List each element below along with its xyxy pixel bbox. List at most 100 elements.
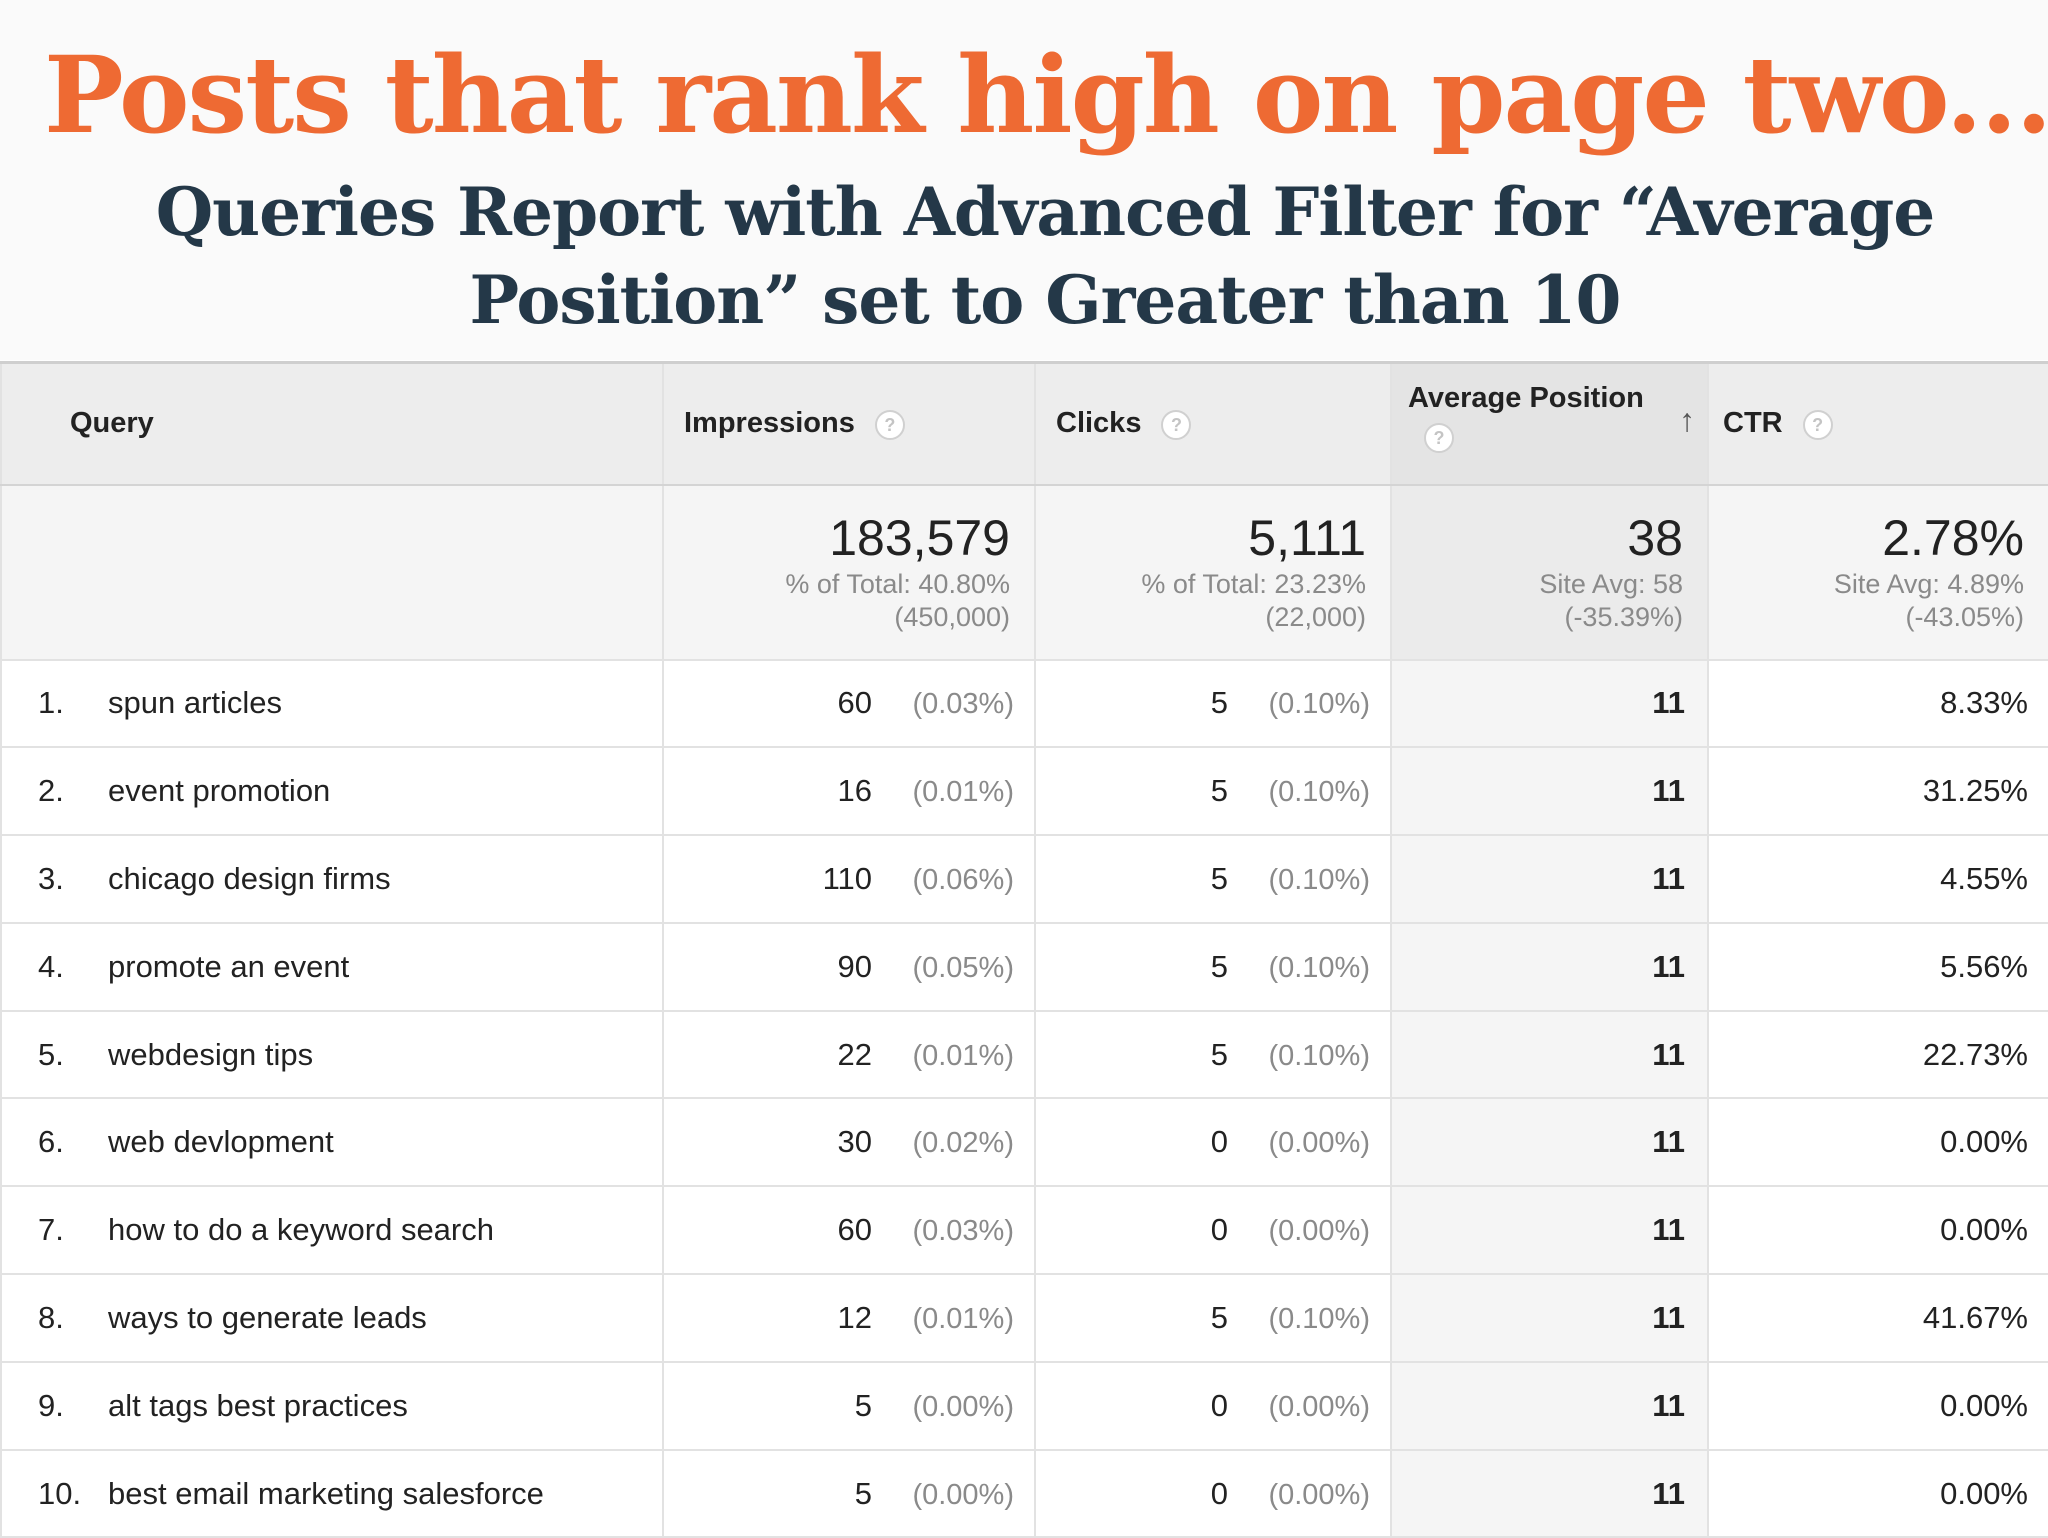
summary-clicks: 5,111 % of Total: 23.23% (22,000) [1034, 483, 1392, 661]
query-cell: 1. spun articles [0, 658, 664, 749]
impressions-value: 12 [837, 1299, 872, 1335]
clicks-cell: 0 (0.00%) [1034, 1360, 1392, 1451]
column-header-average-position[interactable]: Average Position? ↑ [1390, 361, 1709, 486]
column-header-impressions[interactable]: Impressions? [662, 361, 1036, 486]
table-row[interactable]: 3. chicago design firms 110 (0.06%) 5 (0.10%)… [0, 834, 2048, 924]
clicks-value: 5 [1210, 773, 1228, 809]
row-number-wrap: 6. [2, 1124, 108, 1160]
row-number: 1. [38, 685, 64, 721]
table-row[interactable]: 7. how to do a keyword search 60 (0.03%) 0 (0… [0, 1185, 2048, 1276]
sort-ascending-arrow-icon[interactable]: ↑ [1679, 402, 1695, 438]
query-link[interactable]: spun articles [108, 685, 283, 721]
impressions-value: 60 [837, 685, 872, 721]
query-link[interactable]: how to do a keyword search [108, 1212, 494, 1248]
slide-header: Posts that rank high on page two... Quer… [0, 0, 2048, 360]
average-position-value: 11 [1652, 1212, 1685, 1248]
ctr-value: 0.00% [1940, 1475, 2028, 1511]
impressions-value: 5 [854, 1387, 872, 1423]
query-link[interactable]: event promotion [108, 773, 331, 809]
ctr-cell: 0.00% [1707, 1360, 2048, 1451]
summary-impressions-percent-of-total: % of Total: 40.80% [785, 568, 1010, 599]
impressions-cell: 5 (0.00%) [662, 1360, 1036, 1451]
row-number: 6. [38, 1124, 64, 1160]
impressions-value: 60 [837, 1212, 872, 1248]
query-link[interactable]: web devlopment [108, 1124, 334, 1160]
table-row[interactable]: 6. web devlopment 30 (0.02%) 0 (0.00%) 11 0.00% [0, 1097, 2048, 1188]
query-link[interactable]: webdesign tips [108, 1036, 314, 1072]
clicks-percent: (0.10%) [1268, 688, 1370, 721]
help-icon[interactable]: ? [1802, 409, 1833, 440]
help-icon[interactable]: ? [874, 409, 905, 440]
column-header-clicks[interactable]: Clicks? [1034, 361, 1392, 486]
clicks-cell: 0 (0.00%) [1034, 1448, 1392, 1538]
summary-ctr-value: 2.78% [1882, 509, 2024, 566]
column-header-query-label: Query [70, 407, 154, 440]
ctr-value: 0.00% [1940, 1212, 2028, 1248]
impressions-percent: (0.06%) [912, 863, 1014, 896]
average-position-value: 11 [1652, 1475, 1685, 1511]
help-icon[interactable]: ? [1424, 423, 1454, 453]
ctr-cell: 31.25% [1707, 746, 2048, 837]
clicks-value: 0 [1210, 1124, 1228, 1160]
row-number-wrap: 7. [2, 1212, 108, 1248]
slide-title: Posts that rank high on page two... [44, 32, 2048, 157]
impressions-cell: 22 (0.01%) [662, 1009, 1036, 1100]
query-cell: 8. ways to generate leads [0, 1273, 664, 1363]
table-row[interactable]: 1. spun articles 60 (0.03%) 5 (0.10%) 11 8.33% [0, 658, 2048, 749]
ctr-value: 41.67% [1922, 1299, 2028, 1335]
table-row[interactable]: 9. alt tags best practices 5 (0.00%) 0 (0.00%… [0, 1360, 2048, 1451]
ctr-value: 8.33% [1940, 685, 2028, 721]
clicks-value: 5 [1210, 685, 1228, 721]
ctr-value: 31.25% [1922, 773, 2028, 809]
average-position-cell: 11 [1390, 1273, 1709, 1363]
query-cell: 9. alt tags best practices [0, 1360, 664, 1451]
impressions-cell: 5 (0.00%) [662, 1448, 1036, 1538]
clicks-percent: (0.10%) [1268, 1039, 1370, 1072]
impressions-percent: (0.00%) [912, 1390, 1014, 1423]
impressions-value: 5 [854, 1475, 872, 1511]
impressions-cell: 30 (0.02%) [662, 1097, 1036, 1188]
summary-clicks-total: (22,000) [1265, 601, 1366, 632]
row-number-wrap: 8. [2, 1300, 108, 1336]
query-link[interactable]: alt tags best practices [108, 1387, 408, 1423]
row-number-wrap: 3. [2, 861, 108, 897]
table-row[interactable]: 2. event promotion 16 (0.01%) 5 (0.10%) 11 31.2… [0, 746, 2048, 837]
query-link[interactable]: promote an event [108, 948, 350, 984]
summary-clicks-percent-of-total: % of Total: 23.23% [1141, 568, 1366, 599]
clicks-cell: 5 (0.10%) [1034, 746, 1392, 837]
help-icon[interactable]: ? [1161, 409, 1192, 440]
impressions-percent: (0.02%) [912, 1127, 1014, 1160]
clicks-value: 0 [1210, 1212, 1228, 1248]
table-row[interactable]: 10. best email marketing salesforce 5 (0.00… [0, 1448, 2048, 1538]
row-number: 3. [38, 860, 64, 896]
impressions-percent: (0.01%) [912, 1302, 1014, 1335]
column-header-query[interactable]: Query [0, 361, 664, 486]
summary-ctr-site-avg: Site Avg: 4.89% [1833, 568, 2024, 599]
clicks-percent: (0.10%) [1268, 776, 1370, 809]
table-row[interactable]: 4. promote an event 90 (0.05%) 5 (0.10%) 11 5.5… [0, 921, 2048, 1012]
column-header-ctr[interactable]: CTR? [1707, 361, 2048, 486]
row-number-wrap: 2. [2, 773, 108, 809]
ctr-cell: 8.33% [1707, 658, 2048, 749]
summary-row: 183,579 % of Total: 40.80% (450,000) 5,1… [0, 483, 2048, 661]
column-header-average-position-label: Average Position [1408, 382, 1644, 414]
table-row[interactable]: 8. ways to generate leads 12 (0.01%) 5 (0.10%… [0, 1273, 2048, 1363]
query-link[interactable]: ways to generate leads [108, 1299, 427, 1335]
clicks-percent: (0.00%) [1268, 1127, 1370, 1160]
impressions-cell: 60 (0.03%) [662, 1185, 1036, 1276]
average-position-cell: 11 [1390, 746, 1709, 837]
column-header-ctr-label: CTR [1723, 407, 1783, 440]
impressions-value: 30 [837, 1124, 872, 1160]
row-number: 5. [38, 1036, 64, 1072]
column-header-clicks-label: Clicks [1056, 407, 1142, 440]
queries-report-table: Query Impressions? Clicks? Average Posit… [0, 361, 2048, 1538]
query-cell: 10. best email marketing salesforce [0, 1448, 664, 1538]
ctr-cell: 0.00% [1707, 1097, 2048, 1188]
clicks-value: 0 [1210, 1387, 1228, 1423]
impressions-percent: (0.05%) [912, 951, 1014, 984]
ctr-value: 4.55% [1940, 860, 2028, 896]
query-link[interactable]: best email marketing salesforce [108, 1475, 544, 1511]
table-row[interactable]: 5. webdesign tips 22 (0.01%) 5 (0.10%) 11 22.73… [0, 1009, 2048, 1100]
query-link[interactable]: chicago design firms [108, 860, 391, 896]
impressions-percent: (0.01%) [912, 1039, 1014, 1072]
